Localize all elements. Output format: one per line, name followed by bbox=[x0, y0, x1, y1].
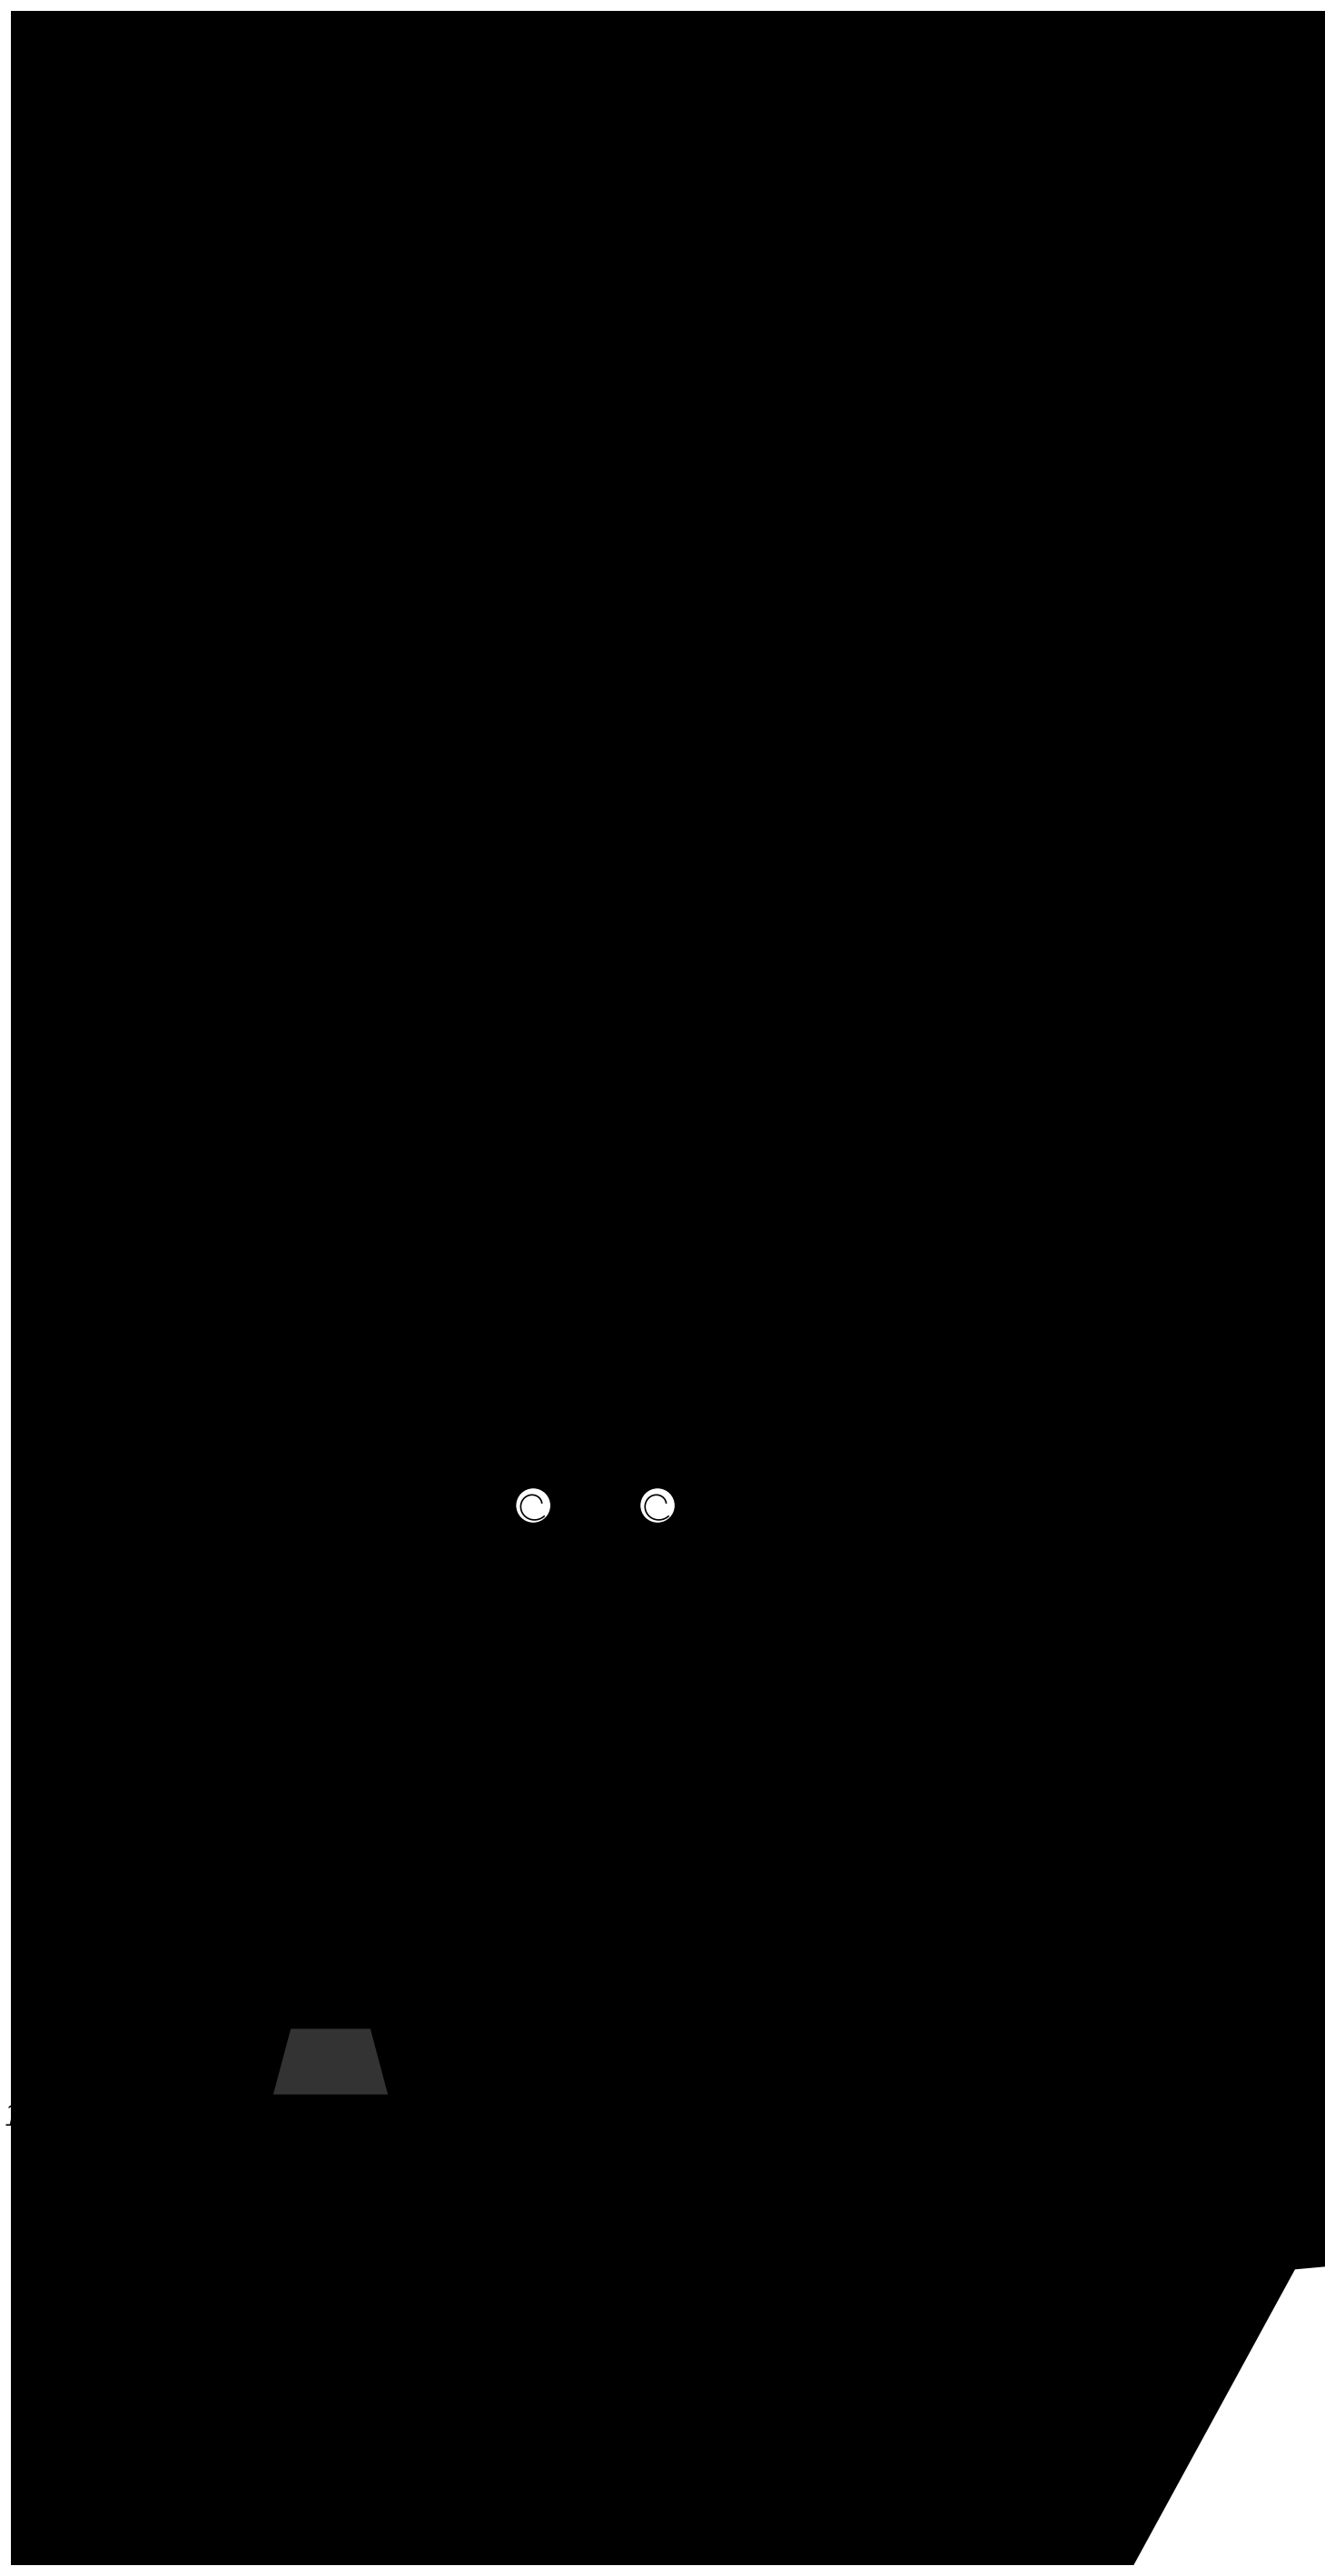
Circle shape bbox=[640, 1486, 676, 1522]
Text: 5l: 5l bbox=[481, 1741, 515, 1775]
Bar bbox=[196, 806, 322, 827]
Bar bbox=[970, 747, 1092, 768]
Bar bbox=[196, 1587, 1092, 1654]
Bar bbox=[91, 2063, 182, 2172]
Bar bbox=[922, 634, 966, 1564]
FancyBboxPatch shape bbox=[416, 2326, 857, 2522]
Text: k: k bbox=[1137, 1236, 1158, 1270]
Bar bbox=[196, 866, 322, 889]
Bar bbox=[498, 1468, 568, 1540]
Bar bbox=[970, 806, 1092, 827]
Bar bbox=[970, 716, 1092, 737]
Text: 2': 2' bbox=[121, 1012, 152, 1046]
Text: 3: 3 bbox=[250, 381, 273, 415]
Text: 10: 10 bbox=[197, 1249, 242, 1283]
Bar bbox=[970, 1260, 1092, 1283]
Bar bbox=[196, 505, 264, 1587]
Text: V: V bbox=[490, 1850, 514, 1880]
Bar bbox=[623, 1468, 693, 1540]
Bar bbox=[196, 1226, 322, 1249]
Bar bbox=[970, 1159, 1092, 1185]
Text: A: A bbox=[651, 2076, 677, 2107]
Bar bbox=[608, 57, 674, 448]
Bar bbox=[196, 1327, 322, 1350]
Bar bbox=[631, 438, 708, 520]
Bar bbox=[367, 649, 606, 866]
Bar bbox=[196, 837, 322, 858]
Bar bbox=[322, 1564, 966, 1607]
Bar bbox=[196, 438, 1092, 505]
Bar bbox=[187, 2002, 452, 2236]
Bar bbox=[608, 438, 674, 1654]
Bar bbox=[677, 1172, 916, 1414]
Bar bbox=[970, 685, 1092, 708]
Bar bbox=[490, 438, 567, 520]
Bar bbox=[412, 1486, 876, 1540]
Bar bbox=[970, 1327, 1092, 1350]
Bar bbox=[551, 1649, 587, 1811]
Bar bbox=[610, 1785, 673, 1883]
Polygon shape bbox=[452, 2076, 596, 2159]
Text: 7: 7 bbox=[432, 1507, 454, 1540]
Bar bbox=[970, 1226, 1092, 1249]
Bar bbox=[407, 1587, 876, 1649]
Bar bbox=[196, 896, 322, 917]
Text: A: A bbox=[584, 23, 612, 57]
Text: k': k' bbox=[1137, 778, 1167, 811]
Circle shape bbox=[515, 1486, 551, 1522]
Circle shape bbox=[648, 459, 688, 500]
Bar bbox=[322, 634, 364, 1564]
Bar bbox=[264, 2022, 398, 2218]
Bar bbox=[196, 1358, 322, 1383]
Bar bbox=[322, 592, 966, 634]
Text: 24: 24 bbox=[289, 2228, 327, 2259]
Bar bbox=[196, 1391, 322, 1414]
Polygon shape bbox=[272, 2027, 390, 2094]
Text: 25: 25 bbox=[122, 2300, 160, 2331]
Text: 26: 26 bbox=[266, 2244, 305, 2272]
Text: 10: 10 bbox=[197, 760, 242, 793]
Bar bbox=[196, 1128, 322, 1151]
Bar bbox=[970, 1391, 1092, 1414]
Text: ~: ~ bbox=[648, 21, 680, 59]
Bar bbox=[196, 747, 322, 768]
Bar bbox=[367, 1172, 606, 1414]
Bar bbox=[970, 896, 1092, 917]
Bar bbox=[196, 775, 322, 799]
Bar bbox=[970, 1128, 1092, 1151]
Circle shape bbox=[509, 459, 549, 500]
Text: PV: PV bbox=[613, 2409, 660, 2439]
Bar bbox=[696, 1649, 731, 1811]
Bar bbox=[970, 1193, 1092, 1216]
Bar bbox=[578, 1893, 705, 1937]
Bar bbox=[970, 837, 1092, 858]
Bar bbox=[970, 1293, 1092, 1316]
Bar bbox=[196, 716, 322, 737]
Bar bbox=[970, 775, 1092, 799]
Bar bbox=[196, 1260, 322, 1283]
Bar bbox=[196, 1193, 322, 1216]
Bar bbox=[196, 1293, 322, 1316]
Text: 16: 16 bbox=[4, 2105, 42, 2133]
Text: 23: 23 bbox=[253, 1963, 291, 1994]
Bar bbox=[677, 649, 916, 866]
Bar bbox=[1024, 505, 1092, 1587]
Bar bbox=[970, 866, 1092, 889]
Bar bbox=[196, 1159, 322, 1185]
Bar bbox=[607, 641, 676, 1468]
Bar bbox=[970, 1358, 1092, 1383]
Bar bbox=[970, 927, 1092, 948]
Text: FIG 2: FIG 2 bbox=[1020, 1100, 1145, 1139]
Bar bbox=[196, 685, 322, 708]
Bar bbox=[196, 927, 322, 948]
